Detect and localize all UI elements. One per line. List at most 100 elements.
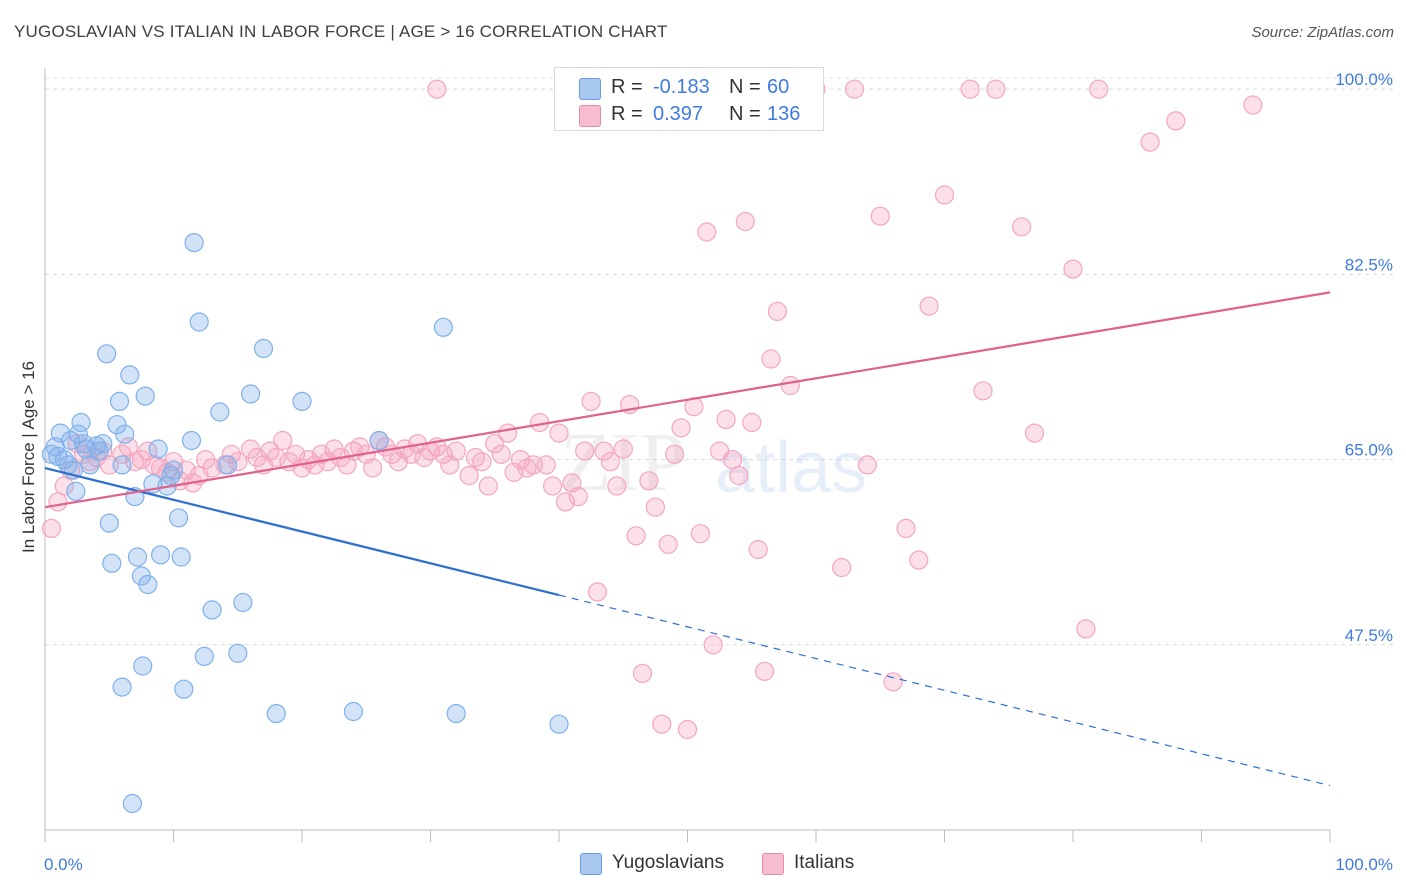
italians-point [716,409,736,429]
italians-point [832,557,852,578]
italians-swatch [762,853,784,875]
correlation-legend: R = -0.183 N = 60 R = 0.397 N = 136 [554,67,824,131]
yugoslavians-point [181,430,202,451]
watermark-atlas: atlas [715,428,867,508]
yugoslavians-point [343,701,363,722]
italians-point [870,206,890,226]
y-tick-label: 47.5% [1345,626,1393,645]
italians-point [697,222,717,242]
yugoslavians-point [99,513,119,533]
yugoslavians-point [446,703,466,724]
italians-point [350,437,370,457]
italians-point [221,444,241,464]
source-label: Source: ZipAtlas.com [1251,24,1394,41]
axes [44,68,1331,842]
italians-point [446,441,466,461]
r-label: R = [611,76,643,98]
italians-point [1063,259,1083,279]
yugoslavians-trend-extension [558,594,1331,787]
italians-point [1089,79,1109,99]
italians-point [1076,619,1096,639]
yugoslavians-trend-line [44,466,560,597]
italians-point [1011,217,1032,237]
x-tick-label: 0.0% [44,855,83,874]
yugoslavians-point [120,365,140,385]
italians-point [273,430,293,451]
yugoslavians-point [217,455,238,475]
italians-point [632,663,653,684]
italians-point [960,79,980,99]
italians-point [613,439,633,459]
italians-point [542,476,563,496]
italians-point [581,391,601,411]
yugoslavians-point [369,430,389,451]
italians-point [363,458,383,478]
yugoslavians-swatch [580,853,602,875]
italians-point [883,672,903,692]
italians-point [459,465,479,486]
yugoslavians-point [233,592,253,613]
italians-point [844,79,865,99]
n-value: 136 [767,103,801,125]
y-tick-label: 100.0% [1335,70,1393,89]
italians-point [735,211,755,232]
italians-point [433,444,453,464]
r-label: R = [611,103,643,125]
n-label: N = [729,103,761,125]
italians-point [1243,95,1263,115]
yugoslavians-point [135,386,155,406]
italians-point [671,418,691,438]
y-tick-label: 65.0% [1345,441,1393,460]
italians-point [607,476,627,496]
italians-point [485,434,505,454]
yugoslavians-point [93,434,113,454]
italians-point [986,79,1006,99]
yugoslavians-point [163,460,184,480]
yugoslavians-point [66,481,86,501]
italians-point [754,661,775,681]
watermark: ZIP atlas [560,416,867,509]
legend-label: Yugoslavians [612,852,724,873]
yugoslavians-point [71,412,91,433]
yugoslavians-point [133,656,153,676]
italians-point [896,518,916,539]
italians-point [729,465,749,486]
italians-point [594,441,614,461]
watermark-zip: ZIP [560,416,686,509]
italians-point [41,518,62,539]
gridlines [45,77,1395,646]
italians-point [761,349,781,369]
italians-point [491,444,511,464]
yugoslavians-point [253,338,274,359]
italians-point [973,381,993,401]
yugoslavians-point [80,455,100,475]
yugoslavians-point [292,391,312,411]
italians-point [857,455,878,475]
italians-point [722,450,743,470]
trend-lines [44,291,1331,787]
italians-point [626,526,646,546]
yugoslavians-point [148,439,168,459]
x-tick-labels: 0.0% 100.0% [44,855,1393,874]
italians-point [266,447,286,468]
italians-point [919,296,939,316]
italians-point [478,476,498,496]
yugoslavians-point [241,384,261,404]
chart-title: YUGOSLAVIAN VS ITALIAN IN LABOR FORCE | … [14,22,668,41]
yugoslavians-point [174,679,194,699]
yugoslavians-point [228,643,248,663]
italians-point [748,539,768,560]
italians-point [645,497,666,517]
italians-point [909,550,929,570]
n-label: N = [729,76,761,98]
r-value: 0.397 [653,103,704,125]
italians-point [767,301,788,321]
yugoslavians-point [151,545,171,565]
italians-point [690,524,711,544]
yugoslavians-point [122,793,142,814]
yugoslavians-point [169,508,189,528]
italians-point [652,714,672,734]
italians-point [780,375,800,396]
italians-point [472,452,492,472]
